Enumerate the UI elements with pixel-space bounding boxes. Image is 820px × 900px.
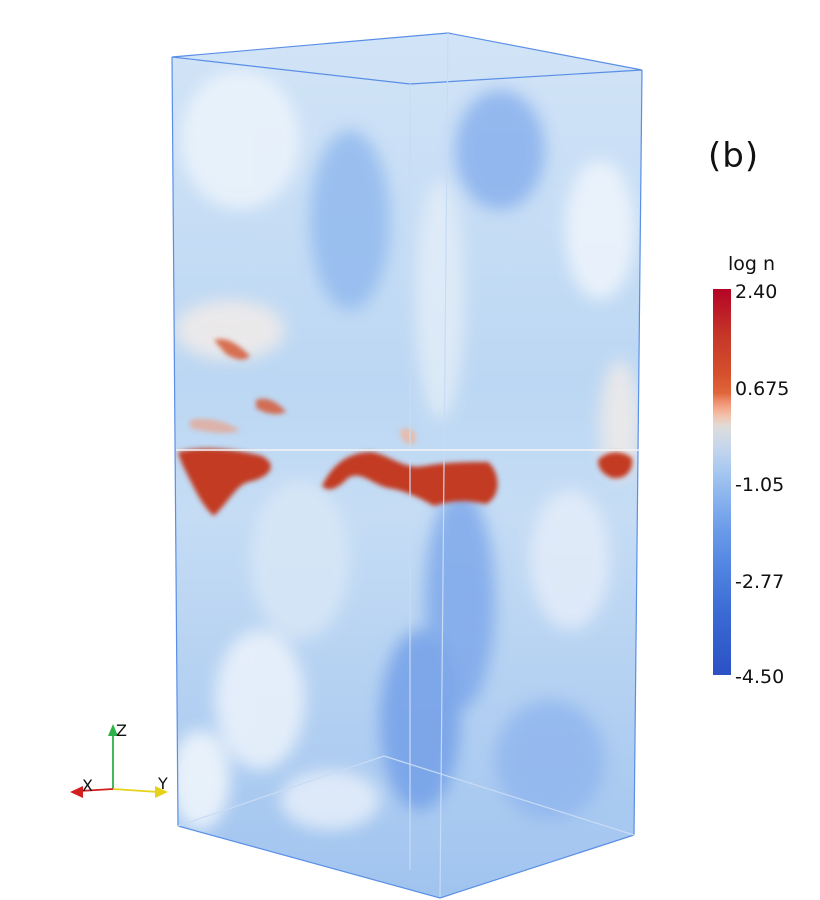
x-axis-line xyxy=(79,788,114,792)
density-volume xyxy=(172,33,642,898)
x-axis-label: X xyxy=(82,776,93,795)
z-axis-label: Z xyxy=(116,721,127,740)
colorbar-tick-min: -4.50 xyxy=(735,666,785,688)
y-axis-label: Y xyxy=(158,774,168,793)
colorbar-tick: 0.675 xyxy=(735,378,790,400)
y-axis-line xyxy=(112,788,159,793)
colorbar xyxy=(713,289,731,675)
colorbar-tick: -1.05 xyxy=(735,474,785,496)
panel-label: (b) xyxy=(708,136,760,176)
z-axis-arrow-icon xyxy=(108,724,118,736)
x-axis-arrow-icon xyxy=(70,786,83,798)
y-axis-arrow-icon xyxy=(155,786,168,798)
colorbar-tick: -2.77 xyxy=(735,571,785,593)
bounding-box xyxy=(171,32,643,899)
orientation-axes xyxy=(70,724,168,798)
colorbar-title: log n xyxy=(728,253,776,275)
colorbar-tick-max: 2.40 xyxy=(735,281,778,303)
